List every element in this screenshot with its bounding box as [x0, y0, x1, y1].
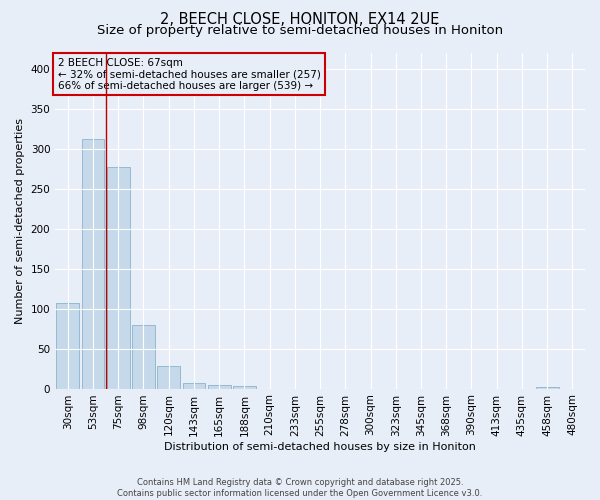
Bar [56, 303, 79, 388]
Y-axis label: Number of semi-detached properties: Number of semi-detached properties [15, 118, 25, 324]
Text: 2, BEECH CLOSE, HONITON, EX14 2UE: 2, BEECH CLOSE, HONITON, EX14 2UE [160, 12, 440, 28]
Text: Size of property relative to semi-detached houses in Honiton: Size of property relative to semi-detach… [97, 24, 503, 37]
Bar [233, 386, 256, 388]
Bar [208, 386, 230, 388]
Bar [82, 139, 104, 388]
Bar [536, 387, 559, 388]
Bar [132, 324, 155, 388]
Bar [157, 366, 180, 388]
X-axis label: Distribution of semi-detached houses by size in Honiton: Distribution of semi-detached houses by … [164, 442, 476, 452]
Text: 2 BEECH CLOSE: 67sqm
← 32% of semi-detached houses are smaller (257)
66% of semi: 2 BEECH CLOSE: 67sqm ← 32% of semi-detac… [58, 58, 320, 90]
Bar [182, 383, 205, 388]
Bar [107, 167, 130, 388]
Text: Contains HM Land Registry data © Crown copyright and database right 2025.
Contai: Contains HM Land Registry data © Crown c… [118, 478, 482, 498]
